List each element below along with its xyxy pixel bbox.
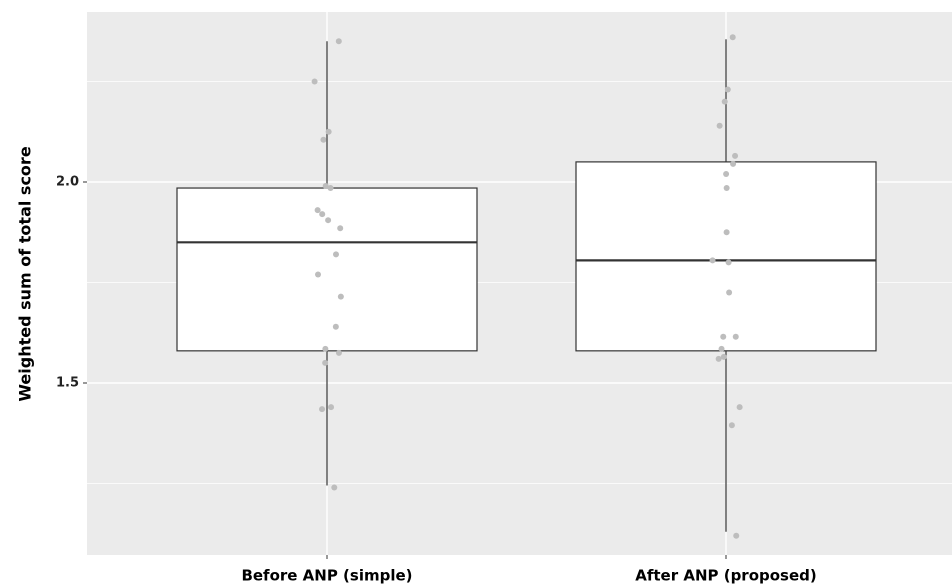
data-point [728,422,735,429]
data-point [322,359,329,366]
data-point [730,160,737,167]
iqr-box [176,187,478,352]
data-point [332,323,339,330]
data-point [729,34,736,41]
data-point [721,98,728,105]
data-point [716,122,723,129]
data-point [335,349,342,356]
data-point [709,257,716,264]
data-point [319,406,326,413]
y-axis-label: Weighted sum of total score [16,146,35,401]
data-point [736,404,743,411]
data-point [726,289,733,296]
data-point [314,207,321,214]
data-points [311,34,743,539]
data-point [328,404,335,411]
data-point [732,333,739,340]
axes: 1.5 2.0 Before ANP (simple) After ANP (prop… [56,175,817,585]
data-point [311,78,318,85]
data-point [315,271,322,278]
data-point [337,293,344,300]
iqr-box [575,161,877,352]
data-point [724,86,731,93]
data-point [337,225,344,232]
data-point [325,128,332,135]
data-point [322,345,329,352]
boxes [176,39,877,532]
y-tick-label: 1.5 [56,376,79,391]
data-point [720,333,727,340]
data-point [327,185,334,192]
data-point [723,170,730,177]
data-point [322,183,329,190]
data-point [325,217,332,224]
data-point [331,484,338,491]
data-point [733,532,740,539]
data-point [723,185,730,192]
x-category-label: After ANP (proposed) [635,567,817,585]
y-tick-label: 2.0 [56,175,79,190]
data-point [319,211,326,218]
x-category-label: Before ANP (simple) [241,567,412,585]
data-point [335,38,342,45]
data-point [320,136,327,143]
data-point [718,345,725,352]
data-point [732,152,739,159]
data-point [715,355,722,362]
data-point [720,353,727,360]
data-point [723,229,730,236]
data-point [725,259,732,266]
data-point [332,251,339,258]
